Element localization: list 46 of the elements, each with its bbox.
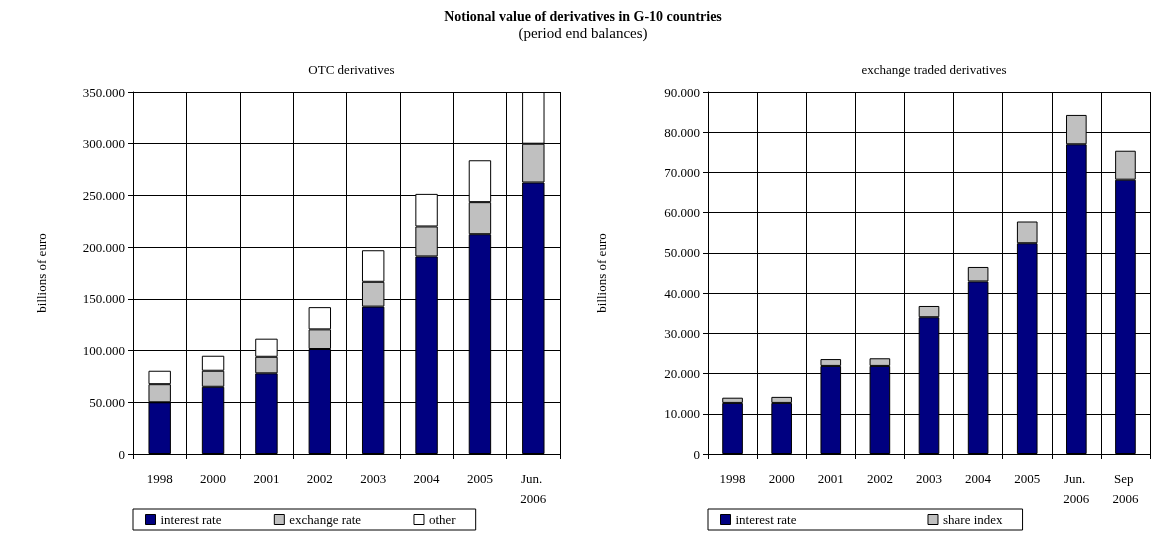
y-tick-label: 40.000	[664, 285, 700, 301]
x-tick-label: 1998	[146, 470, 173, 486]
x-tick-label: Jun. 2006	[520, 470, 547, 506]
x-tick-label: Jun. 2006	[1063, 470, 1090, 506]
chart-title: exchange traded derivatives	[861, 62, 1007, 77]
x-tick-label: 2004	[965, 470, 992, 486]
y-tick-label: 250.000	[82, 187, 125, 203]
y-tick-label: 30.000	[664, 325, 700, 341]
y-tick-label: 60.000	[664, 205, 700, 221]
x-tick-label: Sep 2006	[1112, 470, 1139, 506]
y-tick-label: 350.000	[82, 84, 125, 100]
x-tick-label: 2001	[253, 470, 280, 486]
legend-label: exchange rate	[289, 512, 362, 527]
x-tick-label: 2002	[306, 470, 333, 486]
y-tick-label: 200.000	[82, 239, 125, 255]
y-tick-label: 70.000	[664, 164, 700, 180]
y-tick-label: 150.000	[82, 291, 125, 307]
y-tick-label: 50.000	[89, 394, 125, 410]
y-tick-label: 10.000	[664, 406, 700, 422]
x-tick-label: 2005	[466, 470, 493, 486]
text: Notional value of derivatives in G-10 countries	[443, 8, 723, 25]
y-tick-label: 50.000	[664, 245, 700, 261]
y-tick-label: 0	[118, 446, 125, 462]
y-tick-label: 20.000	[664, 366, 700, 382]
y-tick-label: 100.000	[82, 343, 125, 359]
x-tick-label: 2000	[200, 470, 227, 486]
y-axis-title: billions of euro	[594, 233, 609, 313]
x-tick-label: 2003	[360, 470, 387, 486]
x-tick-label: 2003	[916, 470, 942, 486]
text: (period end balances)	[517, 25, 649, 42]
legend-label: share index	[942, 512, 1004, 527]
legend-label: interest rate	[735, 512, 797, 527]
legend-label: interest rate	[160, 512, 222, 527]
y-tick-label: 80.000	[664, 124, 700, 140]
y-tick-label: 0	[693, 446, 700, 462]
chart-title: OTC derivatives	[308, 62, 395, 77]
x-tick-label: 1998	[719, 470, 746, 486]
y-axis-title: billions of euro	[34, 233, 49, 313]
x-tick-label: 2004	[413, 470, 441, 486]
legend-label: other	[428, 512, 457, 527]
y-tick-label: 300.000	[82, 136, 125, 152]
x-tick-label: 2002	[866, 470, 893, 486]
x-tick-label: 2001	[817, 470, 844, 486]
x-tick-label: 2005	[1014, 470, 1041, 486]
x-tick-label: 2000	[768, 470, 795, 486]
y-tick-label: 90.000	[664, 84, 700, 100]
